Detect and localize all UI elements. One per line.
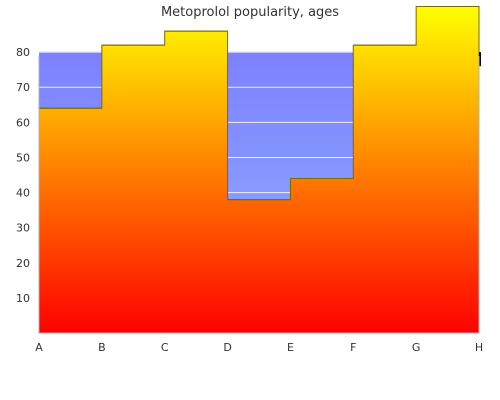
y-tick-label-40: 40 xyxy=(16,187,30,200)
plot-area xyxy=(38,5,481,334)
y-tick-label-60: 60 xyxy=(16,116,30,129)
chart-title: Metoprolol popularity, ages xyxy=(161,5,339,20)
x-tick-label-E: E xyxy=(287,341,294,354)
y-tick-label-80: 80 xyxy=(16,46,30,59)
x-tick-label-A: A xyxy=(35,341,43,354)
x-tick-label-B: B xyxy=(98,341,106,354)
x-axis: A B C D E F G H xyxy=(35,56,483,354)
x-tick-label-C: C xyxy=(161,341,169,354)
y-tick-label-20: 20 xyxy=(16,257,30,270)
x-tick-label-F: F xyxy=(350,341,356,354)
y-axis: 10 20 30 40 50 60 70 80 xyxy=(16,46,40,333)
y-tick-label-50: 50 xyxy=(16,151,30,164)
y-tick-label-10: 10 xyxy=(16,292,30,305)
x-tick-label-H: H xyxy=(475,341,483,354)
y-tick-label-70: 70 xyxy=(16,81,30,94)
y-tick-label-30: 30 xyxy=(16,222,30,235)
x-tick-label-G: G xyxy=(412,341,421,354)
x-tick-label-D: D xyxy=(223,341,231,354)
